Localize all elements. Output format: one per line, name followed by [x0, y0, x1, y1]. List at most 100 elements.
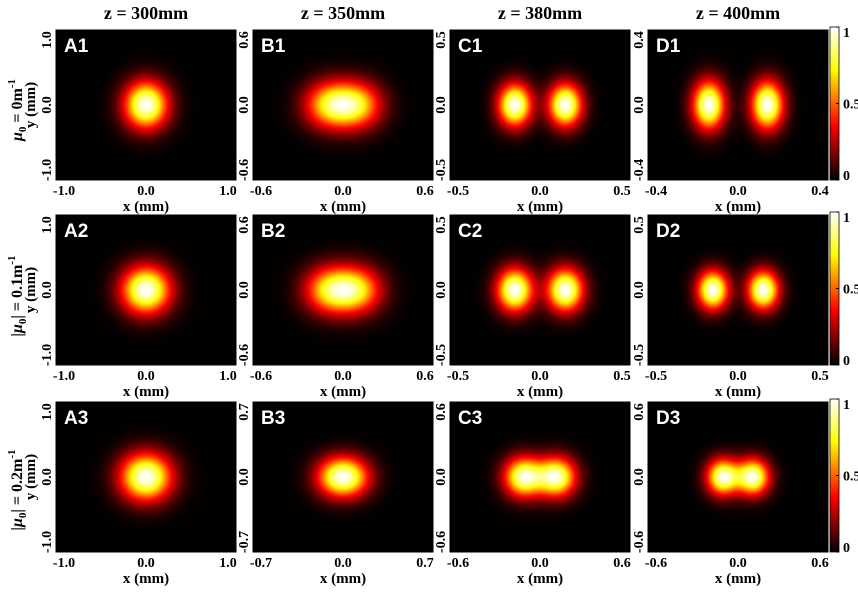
row-label-3: |μ0| = 0.2m-1 [6, 449, 29, 530]
heatmap-panel-c2: C2 -0.5 0.0 0.5 x (mm) -0.5 0.0 0.5 y (mm) [417, 214, 631, 400]
panel-label: B1 [261, 36, 286, 57]
row-label-1: μ0 = 0m-1 [6, 79, 29, 142]
x-tick-label: 0.4 [811, 184, 829, 199]
panel-frame [55, 401, 237, 553]
y-tick-label: 0.0 [434, 96, 449, 114]
x-tick-label: -1.0 [53, 369, 75, 384]
x-tick-label: 0.0 [531, 369, 549, 384]
y-axis-label: y (mm) [615, 82, 631, 128]
panel-label: C3 [458, 408, 482, 429]
x-tick-label: -0.6 [250, 184, 272, 199]
y-tick-label: 0.5 [434, 216, 449, 234]
panel-frame [252, 401, 434, 553]
heatmap-panel-d2: D2 -0.5 0.0 0.5 x (mm) -0.5 0.0 0.5 y (mm) [615, 214, 829, 400]
heatmap-panel-c1: C1 -0.5 0.0 0.5 x (mm) -0.5 0.0 0.5 y (mm) [417, 29, 631, 215]
x-tick-label: -0.5 [447, 184, 469, 199]
y-tick-label: -0.6 [632, 531, 647, 553]
heatmap-image [56, 30, 236, 180]
x-tick-label: -0.5 [447, 369, 469, 384]
y-tick-label: 0.0 [40, 96, 55, 114]
heatmap-image [450, 30, 630, 180]
x-tick-label: 0.6 [811, 556, 829, 571]
y-tick-label: -0.4 [632, 159, 647, 181]
panel-frame [449, 214, 631, 366]
y-tick-label: 0.0 [632, 281, 647, 299]
panel-frame [647, 29, 829, 181]
panel-label: D1 [656, 36, 681, 57]
x-tick-label: 0.0 [729, 184, 747, 199]
heatmap-image [648, 402, 828, 552]
heatmap-panel-a2: A2 -1.0 0.0 1.0 x (mm) -1.0 0.0 1.0 y (mm) [23, 214, 237, 400]
colorbar-row-3: 00.51 [829, 398, 858, 556]
column-title-2: z = 350mm [301, 3, 385, 23]
panel-label: D2 [656, 221, 680, 242]
y-tick-label: 0.0 [40, 281, 55, 299]
y-tick-label: 0.0 [632, 96, 647, 114]
colorbar-row-2: 00.51 [829, 211, 858, 369]
y-tick-label: 1.0 [40, 403, 55, 421]
x-axis-label: x (mm) [517, 199, 563, 215]
y-tick-label: -0.5 [434, 344, 449, 366]
heatmap-image [450, 402, 630, 552]
x-axis-label: x (mm) [715, 571, 761, 587]
colorbar-tick-label: 1 [843, 211, 850, 226]
heatmap-panel-b3: B3 -0.7 0.0 0.7 x (mm) -0.7 0.0 0.7 y (mm) [220, 401, 434, 587]
heatmap-panel-b1: B1 -0.6 0.0 0.6 x (mm) -0.6 0.0 0.6 y (mm) [220, 29, 434, 215]
y-tick-label: 0.0 [237, 96, 252, 114]
panel-frame [449, 401, 631, 553]
x-axis-label: x (mm) [517, 571, 563, 587]
x-axis-label: x (mm) [320, 571, 366, 587]
y-axis-label: y (mm) [23, 267, 39, 313]
panel-label: B2 [261, 221, 285, 242]
panel-frame [55, 214, 237, 366]
column-title-3: z = 380mm [498, 3, 582, 23]
x-tick-label: -0.6 [250, 369, 272, 384]
x-axis-label: x (mm) [320, 384, 366, 400]
x-tick-label: 0.6 [416, 369, 434, 384]
x-tick-label: 0.6 [613, 556, 631, 571]
colorbar-row-1: 00.51 [829, 26, 858, 184]
heatmap-panel-c3: C3 -0.6 0.0 0.6 x (mm) -0.6 0.0 0.6 y (mm) [417, 401, 631, 587]
y-axis-label: y (mm) [417, 82, 433, 128]
y-tick-label: 0.4 [632, 31, 647, 49]
y-axis-label: y (mm) [615, 454, 631, 500]
heatmap-image [56, 402, 236, 552]
y-tick-label: 0.0 [434, 468, 449, 486]
panel-frame [252, 214, 434, 366]
panel-frame [449, 29, 631, 181]
heatmap-panel-a3: A3 -1.0 0.0 1.0 x (mm) -1.0 0.0 1.0 y (mm) [23, 401, 237, 587]
panel-label: A2 [64, 221, 88, 242]
x-tick-label: 0.0 [137, 369, 155, 384]
y-tick-label: 0.6 [434, 403, 449, 421]
x-tick-label: 0.6 [416, 184, 434, 199]
x-axis-label: x (mm) [715, 199, 761, 215]
x-axis-label: x (mm) [123, 571, 169, 587]
y-tick-label: -0.6 [237, 344, 252, 366]
y-axis-label: y (mm) [220, 267, 236, 313]
x-tick-label: -0.6 [447, 556, 469, 571]
x-tick-label: 0.0 [729, 556, 747, 571]
x-tick-label: 1.0 [219, 556, 237, 571]
x-tick-label: 0.0 [334, 556, 352, 571]
heatmap-panel-b2: B2 -0.6 0.0 0.6 x (mm) -0.6 0.0 0.6 y (mm) [220, 214, 434, 400]
y-axis-label: y (mm) [23, 82, 39, 128]
y-tick-label: 0.0 [434, 281, 449, 299]
x-tick-label: 0.0 [729, 369, 747, 384]
x-tick-label: -0.5 [645, 369, 667, 384]
x-tick-label: -1.0 [53, 184, 75, 199]
y-tick-label: 1.0 [40, 31, 55, 49]
panel-label: A3 [64, 408, 88, 429]
colorbar-tick-label: 0 [843, 169, 850, 184]
y-tick-label: -0.7 [237, 531, 252, 553]
colorbar-tick-label: 1 [843, 398, 850, 413]
heatmap-image [450, 215, 630, 365]
column-title-4: z = 400mm [696, 3, 780, 23]
heatmap-image [648, 215, 828, 365]
x-tick-label: 0.5 [613, 369, 631, 384]
x-tick-label: -1.0 [53, 556, 75, 571]
y-tick-label: 0.6 [632, 403, 647, 421]
x-axis-label: x (mm) [123, 199, 169, 215]
heatmap-image [56, 215, 236, 365]
panel-frame [647, 401, 829, 553]
